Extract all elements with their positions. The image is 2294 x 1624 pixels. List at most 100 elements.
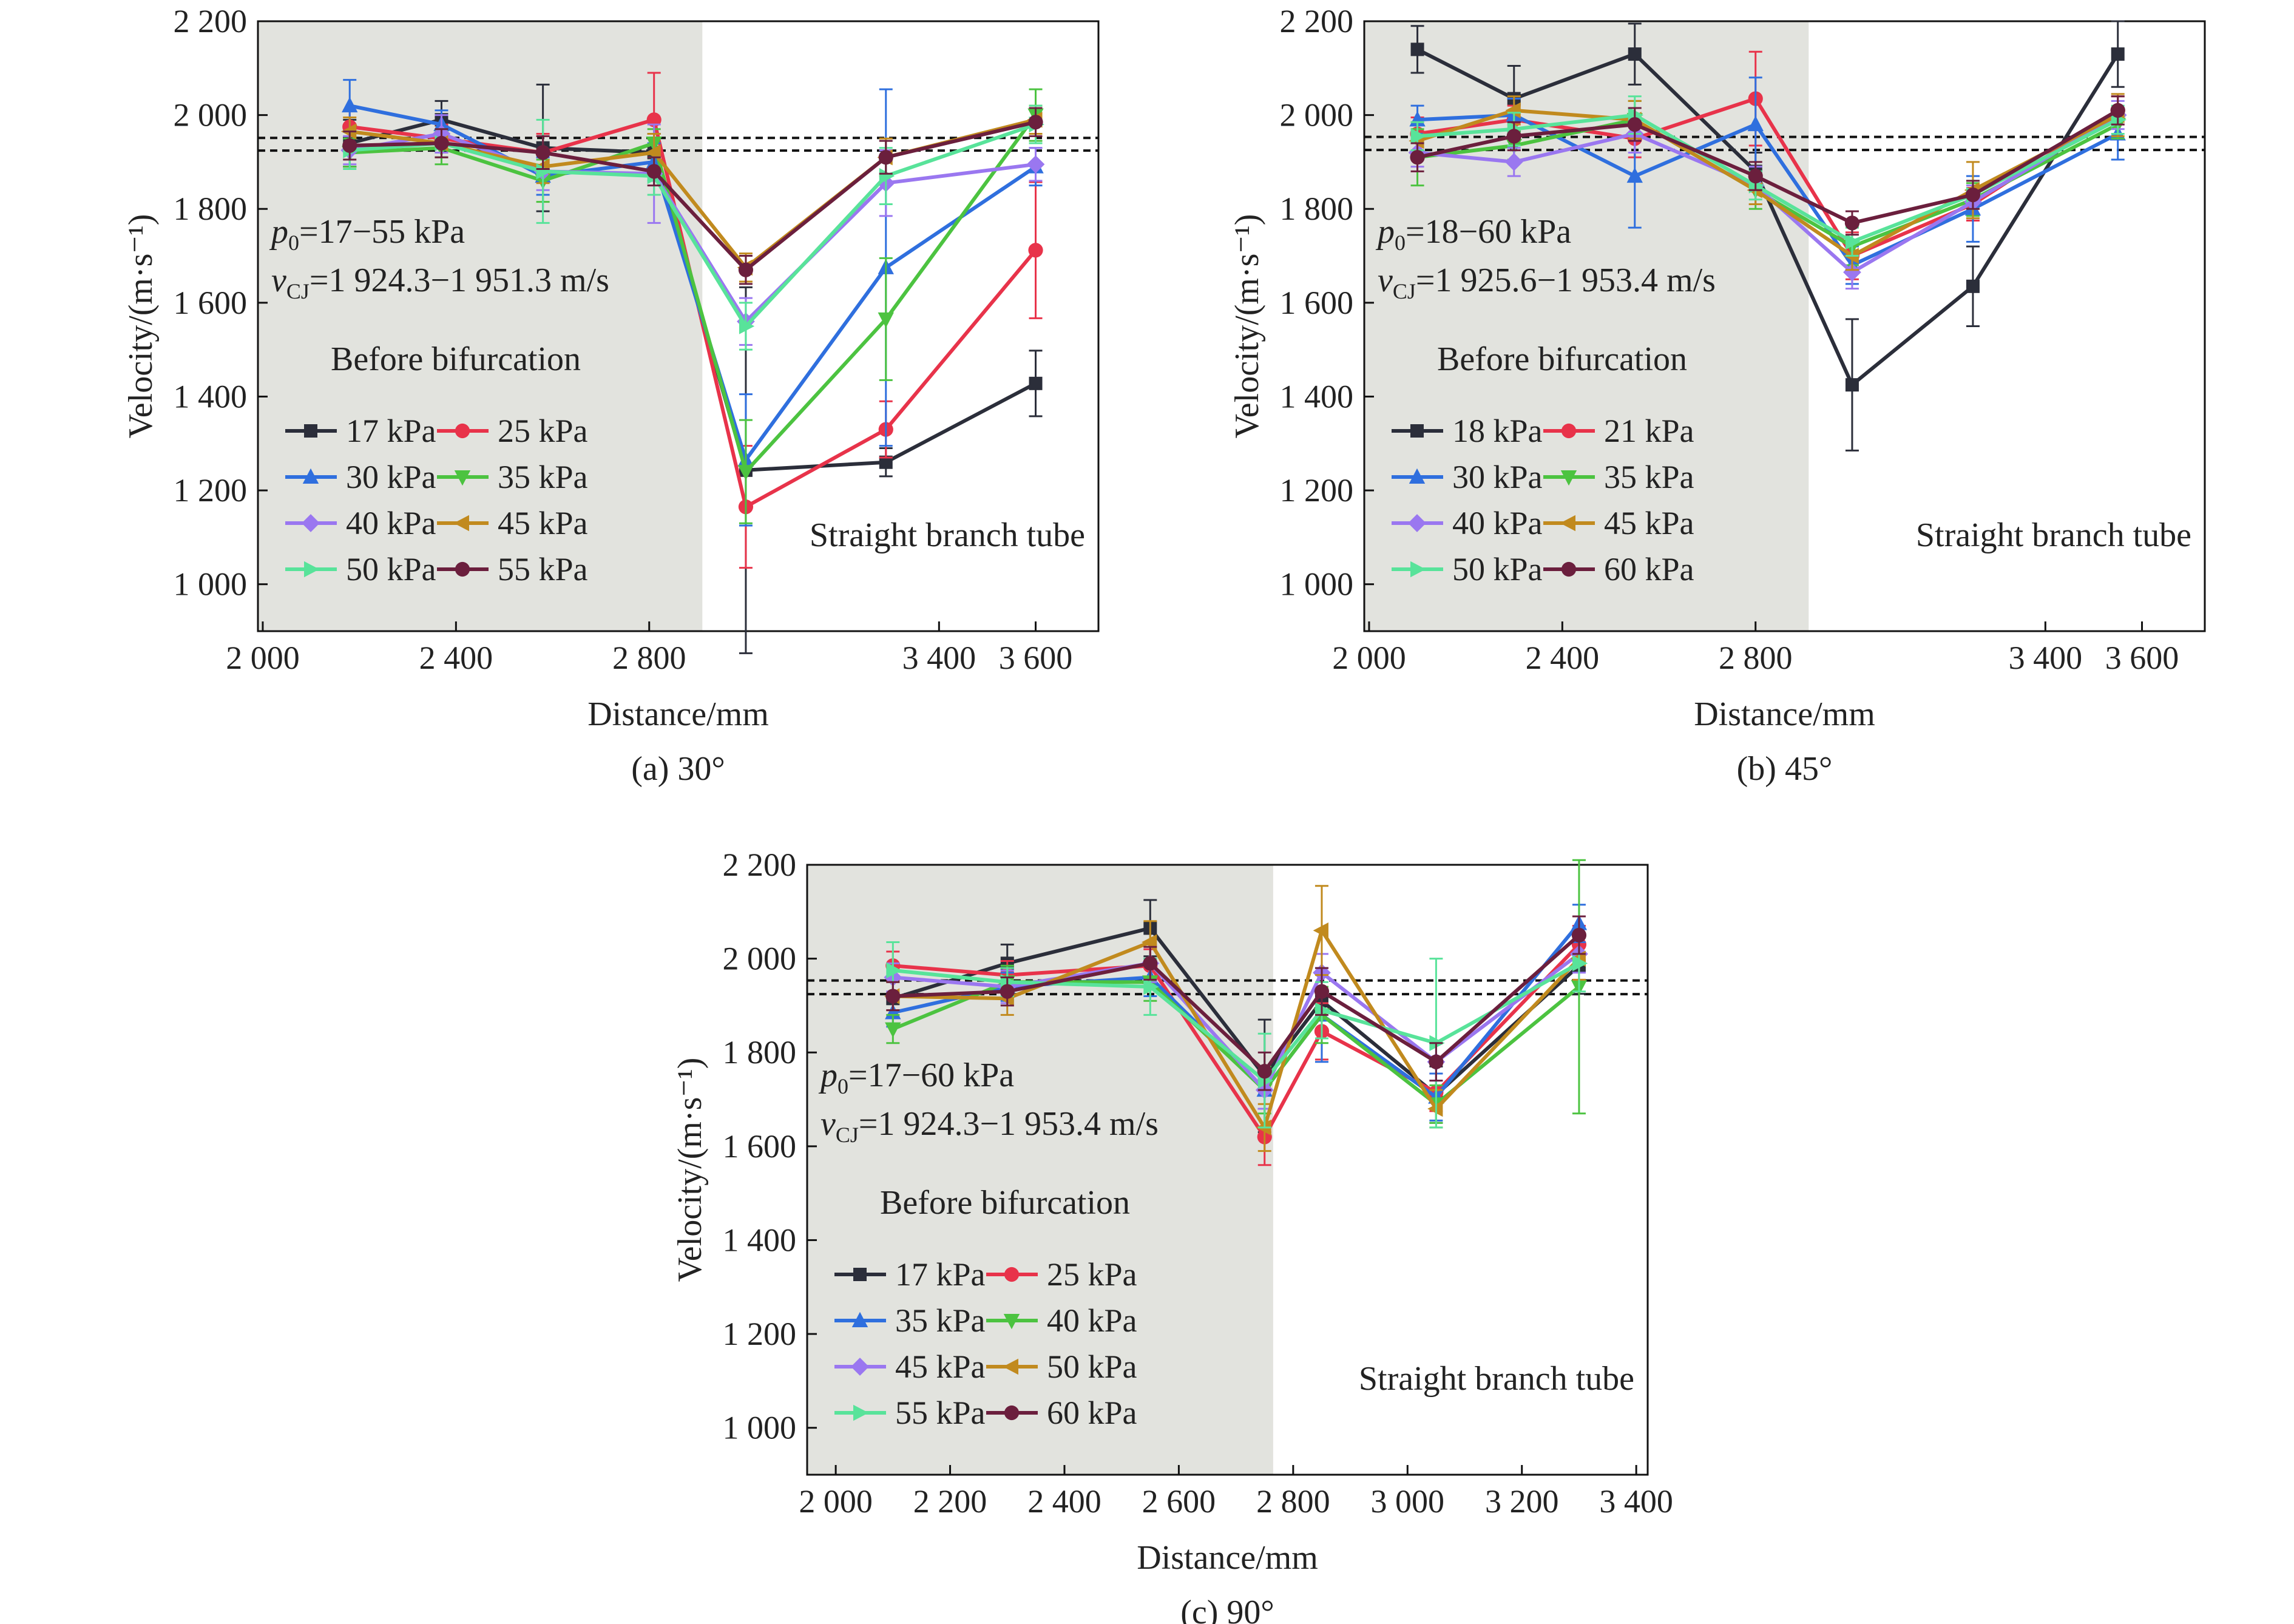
- legend-label: 30 kPa: [346, 459, 436, 495]
- legend-label: 18 kPa: [1452, 413, 1543, 449]
- legend-label: 60 kPa: [1604, 551, 1694, 587]
- legend-item: 40 kPa: [986, 1302, 1137, 1339]
- y-tick-label: 2 000: [723, 941, 797, 977]
- data-point: [885, 1022, 901, 1038]
- legend-item: 35 kPa: [1543, 459, 1694, 495]
- vcj-annotation: vCJ=1 924.3−1 953.4 m/s: [820, 1105, 1159, 1147]
- data-point: [1966, 279, 1980, 293]
- data-point: [342, 96, 358, 113]
- legend-item: 40 kPa: [1392, 505, 1543, 541]
- legend-label: 35 kPa: [498, 459, 588, 495]
- data-point: [1410, 42, 1424, 56]
- y-tick-label: 1 000: [1280, 566, 1354, 603]
- data-point: [737, 465, 754, 481]
- shaded-region-before-bifurcation: [258, 21, 703, 631]
- x-tick-label: 2 400: [1027, 1483, 1101, 1520]
- before-bifurcation-label: Before bifurcation: [1437, 340, 1687, 378]
- p0-subscript: 0: [288, 231, 299, 255]
- legend-marker: [304, 424, 317, 438]
- x-tick-label: 2 600: [1142, 1483, 1216, 1520]
- data-point: [1257, 1064, 1272, 1079]
- legend-label: 25 kPa: [1047, 1256, 1137, 1293]
- before-bifurcation-label: Before bifurcation: [331, 340, 581, 378]
- data-point: [1429, 1054, 1444, 1069]
- series-60-kpa: [1410, 95, 2125, 236]
- legend-item: 50 kPa: [285, 551, 436, 587]
- legend-item: 50 kPa: [986, 1348, 1137, 1385]
- data-point: [1000, 984, 1015, 999]
- legend-label: 40 kPa: [1452, 505, 1543, 541]
- y-tick-label: 2 200: [174, 3, 248, 39]
- y-tick-label: 2 200: [723, 847, 797, 883]
- data-point: [434, 135, 449, 151]
- x-tick-label: 3 400: [2009, 640, 2083, 676]
- legend-marker: [851, 1358, 869, 1376]
- x-tick-label: 2 400: [1526, 640, 1600, 676]
- plot-frame: [257, 20, 1100, 632]
- data-point: [1843, 263, 1861, 282]
- data-point: [1845, 234, 1861, 250]
- x-tick-label: 2 000: [1332, 640, 1406, 676]
- legend-item: 55 kPa: [437, 551, 588, 587]
- straight-branch-tube-label: Straight branch tube: [1916, 516, 2191, 554]
- x-tick-label: 3 000: [1371, 1483, 1445, 1520]
- legend-label: 45 kPa: [1604, 505, 1694, 541]
- data-point: [1028, 243, 1043, 258]
- legend-marker: [1560, 515, 1575, 532]
- panel-caption: (b) 45°: [1737, 750, 1833, 788]
- vcj-subscript: CJ: [836, 1123, 859, 1147]
- legend-marker: [1560, 470, 1577, 486]
- legend-label: 55 kPa: [895, 1395, 986, 1431]
- legend-marker: [1409, 468, 1426, 484]
- data-point: [1313, 922, 1328, 939]
- before-bifurcation-label: Before bifurcation: [880, 1184, 1130, 1222]
- y-tick-label: 2 200: [1280, 3, 1354, 39]
- vcj-value: =1 924.3−1 953.4 m/s: [859, 1105, 1159, 1143]
- y-tick-label: 1 000: [723, 1410, 797, 1446]
- shaded-region-before-bifurcation: [1364, 21, 1809, 631]
- legend-item: 17 kPa: [285, 413, 436, 449]
- legend-marker: [1561, 561, 1577, 577]
- data-point: [1965, 187, 1981, 203]
- data-point: [739, 318, 755, 334]
- legend-label: 40 kPa: [1047, 1302, 1137, 1339]
- x-tick-label: 3 400: [902, 640, 976, 676]
- y-tick-label: 2 000: [174, 97, 248, 134]
- p0-annotation: p0=17−55 kPa: [269, 213, 465, 255]
- legend-marker: [1004, 1405, 1020, 1421]
- legend-label: 50 kPa: [1047, 1348, 1137, 1385]
- x-axis-title: Distance/mm: [587, 695, 769, 733]
- legend-marker: [455, 423, 470, 439]
- straight-branch-tube-label: Straight branch tube: [1359, 1360, 1634, 1398]
- data-point: [1143, 978, 1159, 995]
- plot-frame: [806, 864, 1649, 1476]
- p0-annotation: p0=18−60 kPa: [1375, 213, 1571, 255]
- legend-label: 17 kPa: [895, 1256, 986, 1293]
- legend-item: 25 kPa: [986, 1256, 1137, 1293]
- data-point: [1410, 128, 1426, 144]
- data-point: [1410, 150, 1425, 165]
- legend-marker: [1408, 514, 1426, 532]
- legend-item: 60 kPa: [1543, 551, 1694, 587]
- data-point: [2111, 47, 2125, 61]
- data-point: [1628, 47, 1642, 61]
- data-point: [878, 150, 893, 165]
- y-tick-label: 1 200: [723, 1316, 797, 1352]
- legend-marker: [1003, 1314, 1020, 1330]
- data-point: [535, 145, 550, 160]
- x-axis-title: Distance/mm: [1137, 1539, 1318, 1577]
- legend-item: 45 kPa: [834, 1348, 986, 1385]
- p0-subscript: 0: [1395, 231, 1406, 255]
- data-point: [878, 312, 894, 328]
- data-point: [1571, 927, 1587, 943]
- y-tick-label: 1 200: [174, 472, 248, 509]
- x-tick-label: 3 200: [1485, 1483, 1559, 1520]
- data-point: [1505, 102, 1521, 119]
- y-tick-label: 1 400: [723, 1222, 797, 1258]
- legend-item: 45 kPa: [437, 505, 588, 541]
- data-point: [879, 455, 893, 469]
- data-point: [1143, 956, 1158, 971]
- x-tick-label: 2 200: [913, 1483, 987, 1520]
- x-axis-title: Distance/mm: [1694, 695, 1875, 733]
- chart-panel: 1 000 1 200 1 400 1 600 1 800 2 000 2 200 2 000…: [671, 847, 1673, 1624]
